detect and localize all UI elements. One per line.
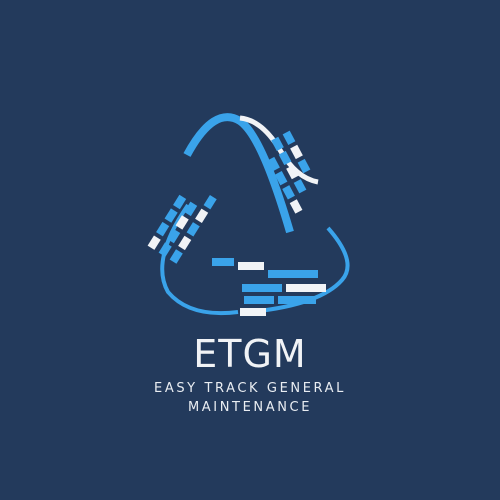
- top-rail-inner-white: [239, 115, 319, 185]
- top-sleepers: [267, 130, 311, 214]
- tagline-line-1: EASY TRACK GENERAL: [154, 381, 346, 396]
- bottom-sleepers: [212, 258, 326, 316]
- left-sleepers: [147, 194, 217, 264]
- brand-name: ETGM: [193, 332, 307, 376]
- right-rail-blue: [249, 226, 350, 314]
- top-rail-outer-blue: [183, 113, 294, 234]
- tagline-line-2: MAINTENANCE: [187, 400, 313, 415]
